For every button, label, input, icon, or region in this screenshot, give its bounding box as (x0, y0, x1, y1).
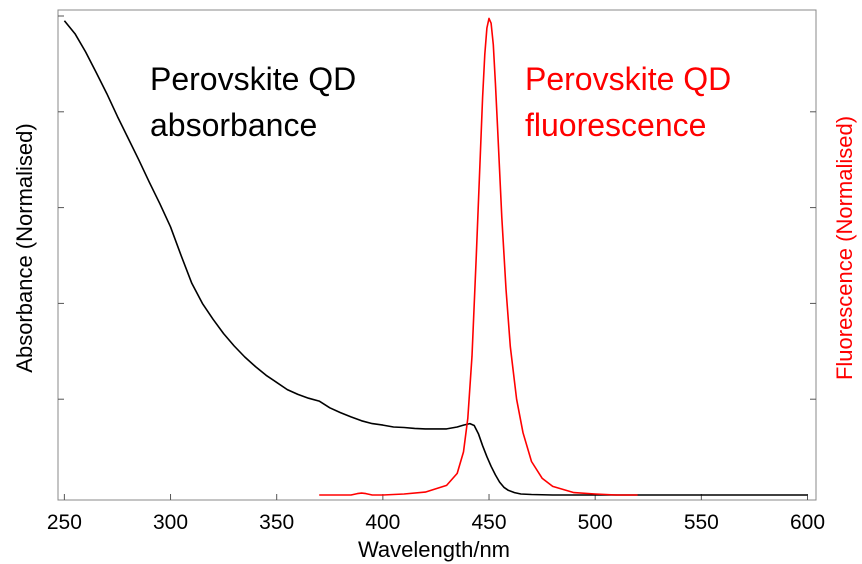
annotation-absorbance-line1: Perovskite QD (150, 61, 356, 97)
absorbance-series-line (63, 20, 808, 496)
annotation-layer: Perovskite QD absorbance Perovskite QD f… (150, 61, 731, 143)
x-tick-label: 300 (153, 511, 188, 534)
x-tick-label: 500 (578, 511, 613, 534)
y-axis-right-title: Fluorescence (Normalised) (832, 116, 857, 380)
axes: 250 300 350 400 450 500 550 600 (47, 15, 825, 534)
fluorescence-series-line (319, 17, 638, 496)
x-tick-label: 350 (259, 511, 294, 534)
annotation-fluorescence-line2: fluorescence (525, 107, 706, 143)
plot-frame (57, 9, 817, 501)
series-layer (63, 17, 808, 496)
x-tick-label: 400 (365, 511, 400, 534)
y-axis-left-title: Absorbance (Normalised) (12, 123, 37, 372)
annotation-absorbance-line2: absorbance (150, 107, 317, 143)
x-tick-label: 250 (47, 511, 82, 534)
x-tick-label: 450 (471, 511, 506, 534)
x-tick-label: 550 (684, 511, 719, 534)
x-tick-label: 600 (790, 511, 825, 534)
annotation-fluorescence-line1: Perovskite QD (525, 61, 731, 97)
x-axis-title: Wavelength/nm (358, 537, 510, 562)
